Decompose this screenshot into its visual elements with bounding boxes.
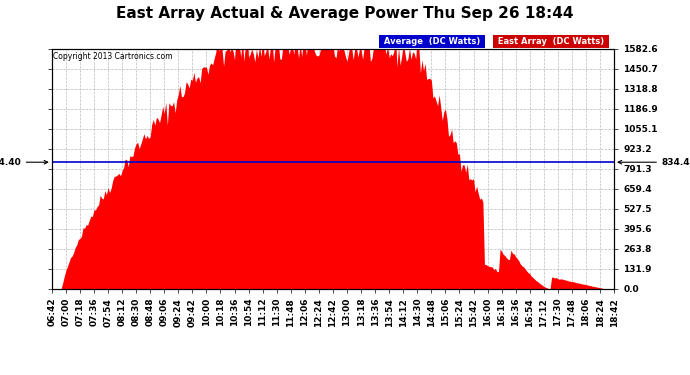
Text: East Array Actual & Average Power Thu Sep 26 18:44: East Array Actual & Average Power Thu Se… — [116, 6, 574, 21]
Text: Average  (DC Watts): Average (DC Watts) — [381, 38, 483, 46]
Text: East Array  (DC Watts): East Array (DC Watts) — [495, 38, 607, 46]
Text: 834.40: 834.40 — [0, 158, 48, 167]
Text: 834.40: 834.40 — [618, 158, 690, 167]
Text: Copyright 2013 Cartronics.com: Copyright 2013 Cartronics.com — [53, 53, 172, 62]
